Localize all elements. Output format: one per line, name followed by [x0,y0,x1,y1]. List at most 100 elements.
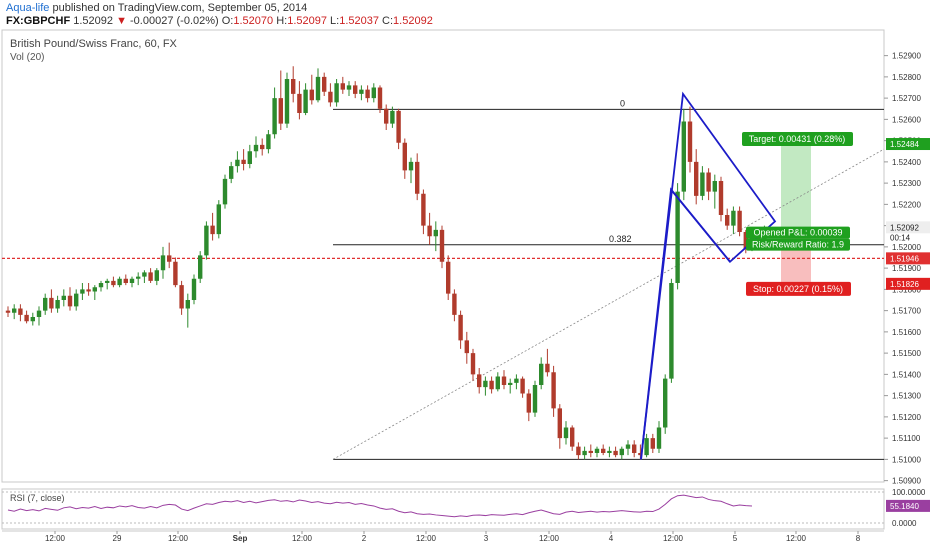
x-tick-label: 12:00 [663,534,684,543]
candle [160,255,166,271]
x-tick-label: 12:00 [45,534,66,543]
candle [427,225,432,237]
candle [390,110,395,124]
axis-level-price-box [886,252,930,265]
candle [309,89,314,101]
x-tick-label: 12:00 [416,534,437,543]
candle [570,427,575,447]
candle [129,278,135,283]
y-tick-label: 1.52900 [892,52,921,61]
candle [5,310,11,313]
y-tick-label: 1.50900 [892,477,921,486]
x-tick-label: 12:00 [168,534,189,543]
candle [743,232,748,249]
candle [136,276,141,279]
candle [266,134,271,150]
axis-stop-price-box [886,277,930,290]
y-tick-label: 1.51300 [892,392,921,401]
y-tick-label: 1.51000 [892,455,921,464]
candle [464,340,469,354]
candle [148,272,153,281]
candle [117,278,122,286]
target-zone [781,144,811,236]
candle [557,408,562,439]
candle [340,83,345,90]
candle [216,204,221,235]
candle [700,172,705,196]
candle [638,453,643,456]
y-tick-label: 1.52400 [892,158,921,167]
candle [520,378,525,394]
candle [86,289,91,292]
candle [470,353,476,375]
candle [334,83,339,103]
candle [315,76,321,101]
candle [167,255,172,262]
x-tick-label: 3 [484,534,489,543]
y-tick-label: 1.52200 [892,200,921,209]
candle [30,317,35,322]
candle [495,376,500,390]
candle [402,142,407,171]
axis-countdown: 00:14 [890,233,911,242]
candle [222,178,228,205]
axis-stop-price: 1.51826 [890,280,919,289]
axis-current-price: 1.52092 [890,223,919,232]
candle [384,108,389,124]
rsi-value: 55.1840 [890,502,919,511]
close-label: C: [382,15,394,27]
candle [737,210,742,232]
candle [142,272,147,277]
candle [408,161,414,171]
candle [706,172,711,192]
candle [675,191,680,283]
candle [594,448,600,453]
candle [241,159,246,164]
candle [601,448,606,453]
candle [291,79,296,94]
symbol[interactable]: FX:GBPCHF [6,15,71,27]
candle [625,444,631,449]
x-tick-label: 12:00 [292,534,313,543]
candle [526,393,531,413]
candle [477,374,482,388]
candle [452,293,457,315]
candle [229,166,234,179]
candle [545,363,550,373]
y-tick-label: 1.52800 [892,73,921,82]
axis-current-price-box [886,221,930,234]
x-tick-label: 12:00 [539,534,560,543]
candle [61,295,66,300]
candle [501,376,507,385]
candle [681,121,686,192]
candle [508,382,513,385]
candle [532,385,538,413]
y-tick-label: 1.51800 [892,285,921,294]
candle [353,85,358,94]
candle [272,98,277,135]
candle [433,229,438,237]
candle [92,287,97,292]
stop-label-box [746,281,851,296]
candle [539,363,544,385]
candle [253,144,259,152]
candle [154,270,159,281]
y-tick-label: 1.52300 [892,179,921,188]
candle [297,93,302,113]
candle [694,161,699,196]
candle [179,285,184,309]
open-label: O: [221,15,234,27]
y-tick-label: 1.51900 [892,264,921,273]
x-tick-label: 5 [733,534,738,543]
candle [632,444,637,453]
price-chart[interactable]: British Pound/Swiss Franc, 60, FX Vol (20… [0,28,932,550]
pnl-label-box [746,226,850,239]
harmonic-pattern-leg [640,187,731,460]
candle [247,151,252,164]
candle [111,280,116,286]
candle [74,293,79,307]
candle [687,121,693,162]
author-link[interactable]: Aqua-life [6,2,50,14]
publish-line: Aqua-life published on TradingView.com, … [6,2,307,14]
down-arrow-icon: ▼ [116,15,127,27]
